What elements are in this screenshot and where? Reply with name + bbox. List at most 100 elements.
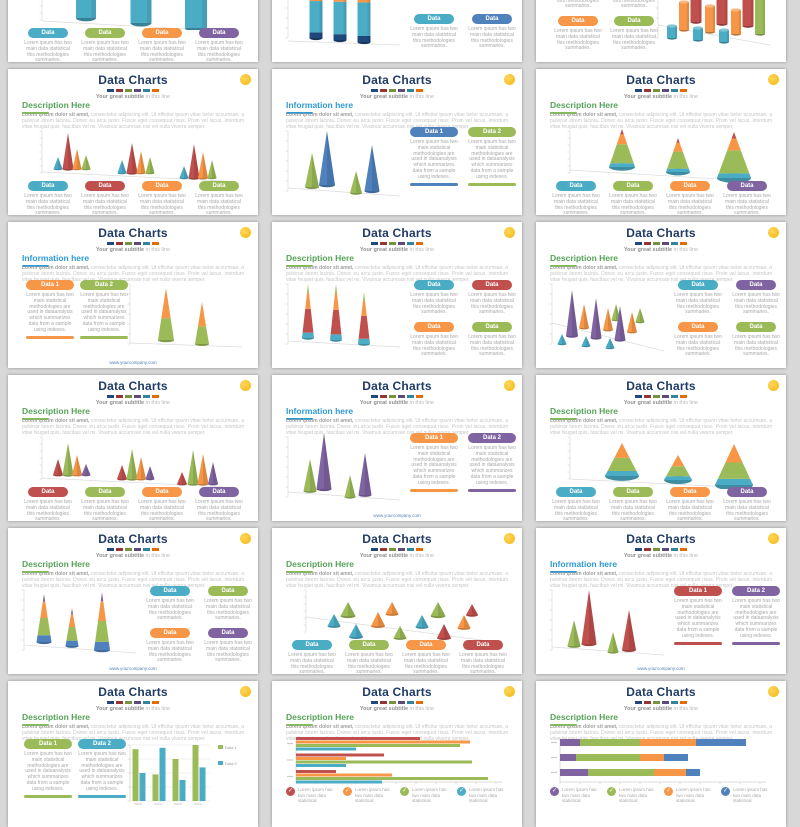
data-pill-group: Data Lorem ipsum has two main data statis… <box>22 28 74 64</box>
card-caption: Lorem ipsum has two main statistical met… <box>410 445 458 486</box>
data-pill-button[interactable]: Data <box>28 181 68 191</box>
data-card-button[interactable]: Data 1 <box>24 739 72 749</box>
slide-title: Data Charts <box>362 532 432 546</box>
data-pill-group: Data Lorem ipsum has two main data statis… <box>408 322 460 358</box>
data-pill-button[interactable]: Data <box>614 16 654 26</box>
data-card-button[interactable]: Data 2 <box>468 127 516 137</box>
section-heading: Description Here <box>286 712 354 726</box>
data-pill-button[interactable]: Data <box>142 28 182 38</box>
data-card-button[interactable]: Data 1 <box>26 280 74 290</box>
slide-title: Data Charts <box>98 73 168 87</box>
data-pill-button[interactable]: Data <box>199 28 239 38</box>
color-square-icon <box>389 701 396 704</box>
data-pill-button[interactable]: Data <box>292 640 332 650</box>
cyl-chart <box>655 0 771 46</box>
data-card-button[interactable]: Data 2 <box>78 739 126 749</box>
data-pill-button[interactable]: Data <box>414 14 454 24</box>
color-square-icon <box>371 242 378 245</box>
data-card-button[interactable]: Data 1 <box>410 127 458 137</box>
data-pill-button[interactable]: Data <box>142 181 182 191</box>
color-square-icon <box>671 242 678 245</box>
data-card-button[interactable]: Data 2 <box>732 586 780 596</box>
card-caption: Lorem ipsum has two main statistical met… <box>78 751 126 792</box>
color-square-icon <box>644 701 651 704</box>
data-pill-button[interactable]: Data <box>85 28 125 38</box>
data-pill-button[interactable]: Data <box>678 322 718 332</box>
footer-link[interactable]: www.yourcompany.com <box>373 513 421 518</box>
color-square-icon <box>416 89 423 92</box>
color-square-icon <box>134 89 141 92</box>
slide-subtitle: Your great subtitle in this line <box>536 400 786 406</box>
data-pill-button[interactable]: Data <box>208 628 248 638</box>
data-pill-button[interactable]: Data <box>150 586 190 596</box>
data-pill-button[interactable]: Data <box>472 322 512 332</box>
data-pill-button[interactable]: Data <box>727 487 767 497</box>
data-pill-button[interactable]: Data <box>463 640 503 650</box>
data-pill-button[interactable]: Data <box>472 14 512 24</box>
footer-link[interactable]: www.yourcompany.com <box>109 360 157 365</box>
subtitle-rest: in this line <box>408 247 435 253</box>
data-card-button[interactable]: Data 1 <box>674 586 722 596</box>
data-pill-button[interactable]: Data <box>414 280 454 290</box>
data-pill-button[interactable]: Data <box>472 280 512 290</box>
data-pill-button[interactable]: Data <box>150 628 190 638</box>
data-pill-button[interactable]: Data <box>85 487 125 497</box>
data-pill-button[interactable]: Data <box>199 181 239 191</box>
subtitle-bold: Your great subtitle <box>623 400 673 406</box>
data-pill-button[interactable]: Data <box>613 181 653 191</box>
data-pill-button[interactable]: Data <box>556 181 596 191</box>
data-pill-button[interactable]: Data <box>670 487 710 497</box>
data-pill-button[interactable]: Data <box>28 487 68 497</box>
color-square-icon <box>116 89 123 92</box>
pill-caption: Lorem ipsum has two main data statistica… <box>609 499 657 523</box>
data-pill-button[interactable]: Data <box>208 586 248 596</box>
body-text-lead: Lorem ipsum dolor sit amet, <box>22 112 90 118</box>
data-pill-button[interactable]: Data <box>736 322 776 332</box>
data-pill-button[interactable]: Data <box>142 487 182 497</box>
slide-thumbnail[interactable]: Data Charts Your great subtitle in this l… <box>536 375 786 523</box>
data-pill-button[interactable]: Data <box>558 16 598 26</box>
data-pill-button[interactable]: Data <box>727 181 767 191</box>
data-card-button[interactable]: Data 2 <box>80 280 128 290</box>
data-card-button[interactable]: Data 2 <box>468 433 516 443</box>
data-pill-button[interactable]: Data <box>85 181 125 191</box>
data-pill-button[interactable]: Data <box>406 640 446 650</box>
color-square-icon <box>134 548 141 551</box>
cones-chart <box>285 283 401 348</box>
data-pill-button[interactable]: Data <box>28 28 68 38</box>
data-pill-group: Data Lorem ipsum has two main data statis… <box>607 487 659 523</box>
data-pill-group: Data Lorem ipsum has two main data statis… <box>79 28 131 64</box>
data-pill-button[interactable]: Data <box>199 487 239 497</box>
footer-link[interactable]: www.yourcompany.com <box>637 666 685 671</box>
data-pill-button[interactable]: Data <box>613 487 653 497</box>
data-pill-group: Data Lorem ipsum has two main data statis… <box>730 280 782 316</box>
slide-title: Data Charts <box>626 379 696 393</box>
color-square-icon <box>644 548 651 551</box>
data-pill-button[interactable]: Data <box>414 322 454 332</box>
data-pill-button[interactable]: Data <box>349 640 389 650</box>
data-pill-button[interactable]: Data <box>736 280 776 290</box>
footer-link[interactable]: www.yourcompany.com <box>109 666 157 671</box>
data-pill-button[interactable]: Data <box>670 181 710 191</box>
data-pill-button[interactable]: Data <box>556 487 596 497</box>
data-pill-button[interactable]: Data <box>678 280 718 290</box>
card-underline-bar <box>674 641 722 645</box>
data-card-button[interactable]: Data 1 <box>410 433 458 443</box>
